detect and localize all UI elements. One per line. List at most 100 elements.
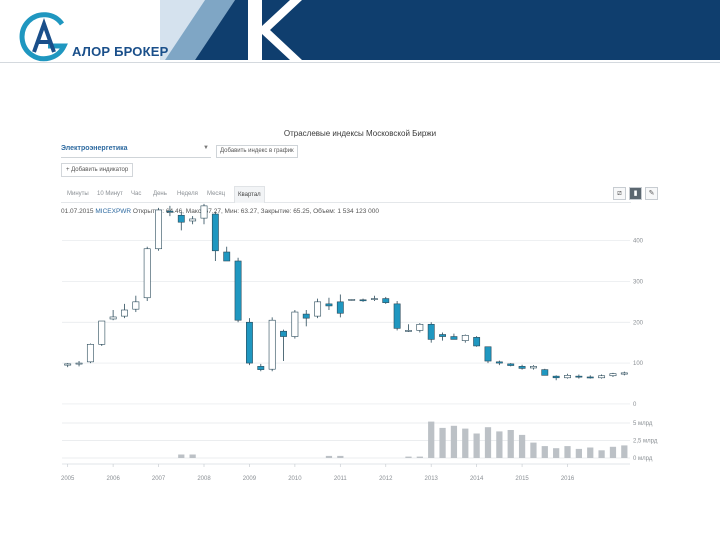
candle-body: [143, 248, 151, 299]
candle-body: [121, 309, 128, 317]
sector-select[interactable]: Электроэнергетика ▼: [61, 145, 211, 158]
band-light-block: [165, 0, 235, 60]
logo-icon: [19, 12, 68, 62]
header-divider: [0, 62, 720, 63]
candle-body: [586, 376, 594, 379]
band-dark-block: [195, 0, 720, 60]
logo-name: АЛОР БРОКЕР: [72, 44, 169, 59]
volume-bar: [178, 454, 185, 458]
candles-icon[interactable]: ▮: [629, 187, 642, 200]
pencil-icon[interactable]: ✎: [645, 187, 658, 200]
x-tick-label: 2009: [243, 476, 257, 482]
y-tick-label: 200: [633, 320, 644, 326]
band-k-stem: [248, 0, 262, 60]
x-tick-label: 2006: [106, 476, 120, 482]
candle-body: [155, 209, 162, 250]
candle-body: [177, 214, 185, 223]
candle-body: [427, 323, 435, 340]
tab-month[interactable]: Месяц: [207, 191, 226, 197]
candle-body: [439, 334, 446, 337]
volume-bar: [541, 446, 548, 458]
chevron-down-icon: ▼: [203, 145, 209, 151]
candle-body: [291, 311, 299, 337]
candle-body: [325, 303, 333, 307]
candle-body: [495, 361, 503, 364]
volume-tick-label: 2,5 млрд: [633, 439, 658, 445]
x-tick-label: 2005: [61, 476, 75, 482]
candle-body: [450, 336, 458, 340]
candle-body: [257, 366, 265, 370]
candle-body: [98, 320, 106, 345]
volume-bar: [518, 434, 526, 458]
candle-body: [64, 363, 72, 366]
header-band: [160, 0, 720, 60]
volume-bar: [564, 446, 571, 458]
x-tick-label: 2010: [288, 476, 302, 482]
volume-bar: [428, 421, 435, 458]
volume-bar: [530, 442, 537, 458]
candle-body: [382, 298, 390, 303]
x-tick-label: 2014: [470, 476, 484, 482]
candle-body: [598, 375, 606, 379]
candle-body: [393, 303, 401, 329]
tab-10-minutes[interactable]: 10 Минут: [97, 191, 123, 197]
line-chart-icon[interactable]: ⧄: [613, 187, 626, 200]
volume-bar: [189, 454, 196, 458]
candle-info-line: 01.07.2015 MICEXPWR Открытие: 64.46, Мак…: [61, 208, 379, 215]
add-index-button[interactable]: Добавить индекс в график: [216, 145, 298, 158]
volume-bar: [405, 456, 412, 458]
x-tick-label: 2008: [197, 476, 211, 482]
x-tick-label: 2011: [334, 476, 348, 482]
band-light-stripe: [160, 0, 205, 60]
tab-hour[interactable]: Час: [131, 191, 142, 197]
volume-bar: [325, 455, 333, 458]
candle-body: [575, 375, 583, 378]
candle-body: [461, 335, 469, 341]
candle-body: [109, 316, 117, 320]
candle-body: [268, 319, 276, 370]
volume-bar: [496, 431, 503, 458]
candle-body: [132, 301, 140, 310]
volume-bar: [473, 433, 480, 458]
tab-minutes[interactable]: Минуты: [67, 191, 89, 197]
candle-body: [416, 323, 424, 331]
y-tick-label: 400: [633, 239, 644, 245]
tab-day[interactable]: День: [153, 191, 167, 197]
volume-bar: [450, 425, 458, 458]
candle-body: [359, 299, 367, 302]
candle-body: [507, 363, 515, 366]
volume-bar: [416, 456, 423, 458]
candle-body: [484, 346, 492, 362]
candle-body: [370, 298, 378, 300]
volume-bar: [507, 430, 514, 458]
candle-body: [86, 343, 94, 363]
tab-quarter[interactable]: Квартал: [234, 186, 265, 203]
sector-select-value: Электроэнергетика: [61, 145, 128, 152]
x-tick-label: 2007: [152, 476, 166, 482]
timeframe-tabs: Минуты 10 Минут Час День Неделя Месяц Кв…: [61, 186, 631, 203]
volume-tick-label: 0 млрд: [633, 456, 653, 462]
candle-body: [246, 321, 253, 364]
x-tick-label: 2015: [515, 476, 529, 482]
volume-bar: [575, 448, 583, 458]
y-tick-label: 100: [633, 361, 644, 367]
candle-body: [200, 205, 208, 219]
candle-body: [530, 366, 537, 369]
add-indicator-button[interactable]: + Добавить индикатор: [61, 163, 134, 177]
volume-bar: [609, 446, 617, 458]
volume-tick-label: 5 млрд: [633, 421, 653, 427]
candle-body: [620, 372, 628, 375]
candle-body: [314, 301, 322, 317]
candle-body: [75, 362, 83, 365]
candle-body: [552, 375, 560, 379]
tab-week[interactable]: Неделя: [177, 191, 198, 197]
y-tick-label: 300: [633, 279, 644, 285]
candle-body: [473, 337, 481, 347]
candle-body: [609, 373, 617, 377]
x-tick-label: 2013: [425, 476, 439, 482]
candle-body: [348, 299, 356, 301]
volume-bar: [553, 448, 560, 458]
candle-body: [405, 330, 412, 332]
volume-bar: [598, 450, 605, 458]
